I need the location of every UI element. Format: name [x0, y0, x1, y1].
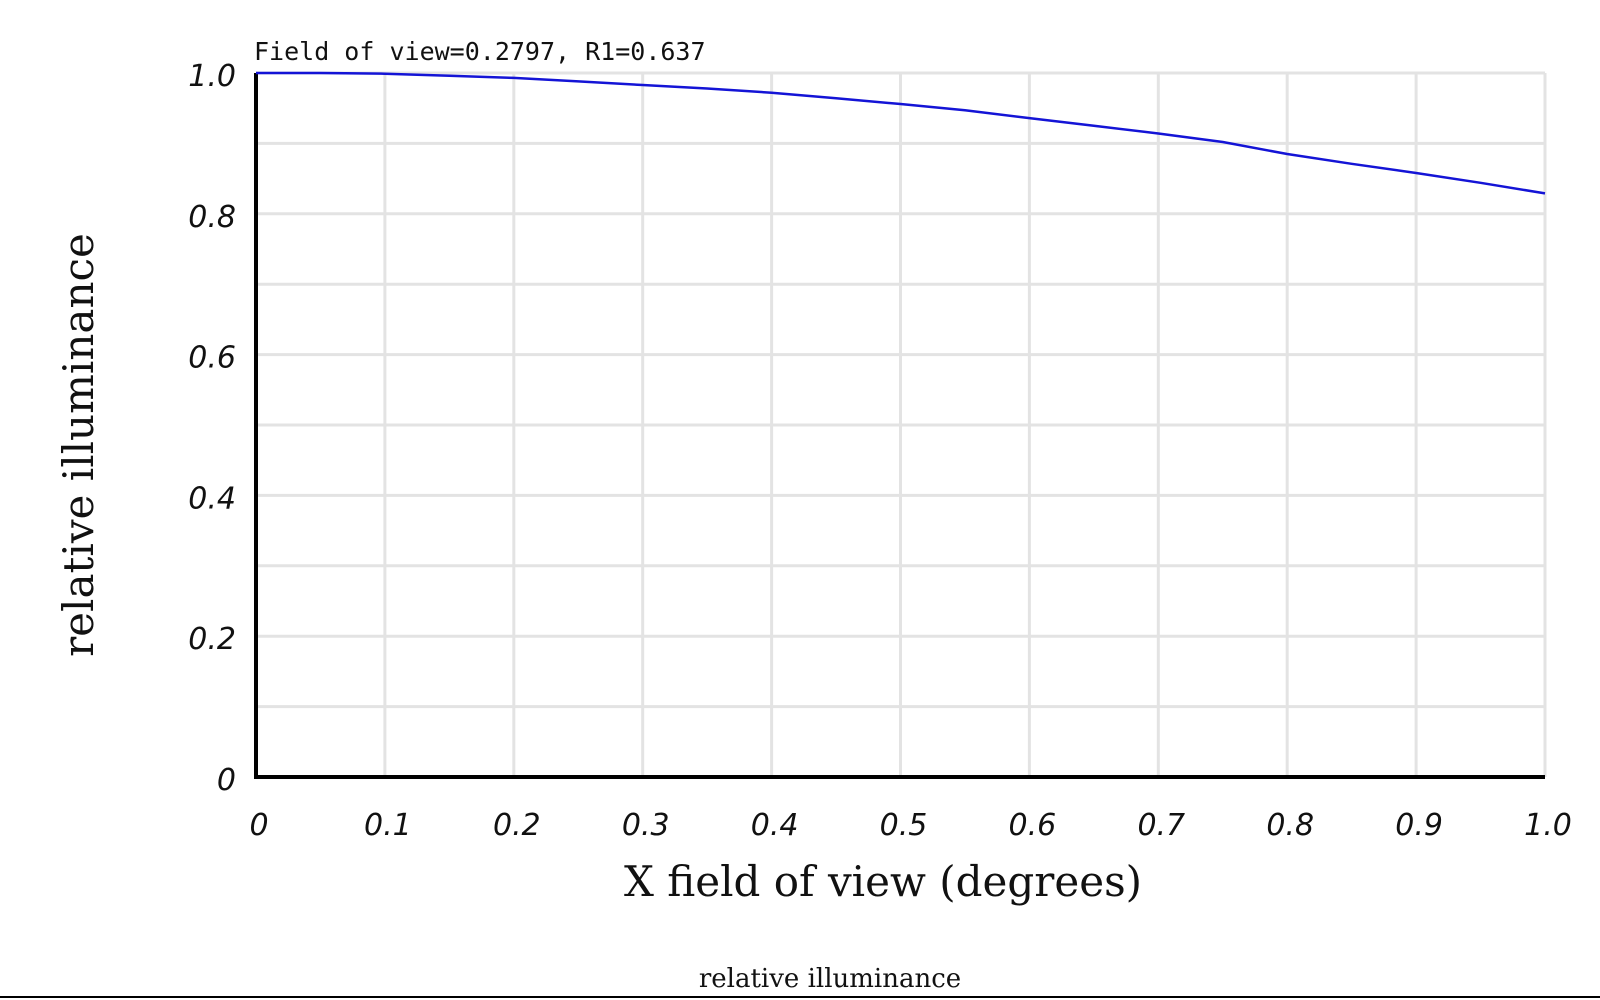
series	[256, 71, 1546, 195]
grid	[256, 71, 1547, 777]
x-tick-label-0: 0	[249, 808, 268, 843]
chart-caption: relative illuminance	[699, 964, 961, 994]
axes	[254, 73, 1545, 779]
y-tick-label-1: 0.2	[188, 622, 236, 657]
x-tick-label-1: 0.1	[364, 808, 412, 843]
x-tick-label-7: 0.7	[1137, 808, 1185, 843]
x-tick-label-6: 0.6	[1009, 808, 1057, 843]
x-tick-label-3: 0.3	[622, 808, 670, 843]
y-tick-label-2: 0.4	[188, 481, 236, 516]
chart-title: Field of view=0.2797, R1=0.637	[254, 37, 706, 66]
x-tick-label-5: 0.5	[880, 808, 928, 843]
x-axis-title: X field of view (degrees)	[624, 857, 1142, 906]
bottom-rule	[0, 996, 1600, 998]
y-axis-title: relative illuminance	[54, 233, 103, 657]
y-tick-label-4: 0.8	[188, 200, 236, 235]
x-tick-label-2: 0.2	[493, 808, 541, 843]
x-tick-label-4: 0.4	[751, 808, 799, 843]
series-line-0	[256, 71, 1546, 195]
x-tick-label-10: 1.0	[1524, 808, 1572, 843]
x-tick-label-8: 0.8	[1266, 808, 1314, 843]
y-tick-label-5: 1.0	[188, 59, 236, 94]
y-tick-label-0: 0	[217, 763, 236, 798]
x-tick-label-9: 0.9	[1395, 808, 1443, 843]
y-tick-label-3: 0.6	[188, 341, 236, 376]
tick-labels: 0 0.1 0.2 0.3 0.4 0.5 0.6 0.7 0.8 0.9 1.0 0 0.2 0.4 0.…	[188, 59, 1572, 843]
